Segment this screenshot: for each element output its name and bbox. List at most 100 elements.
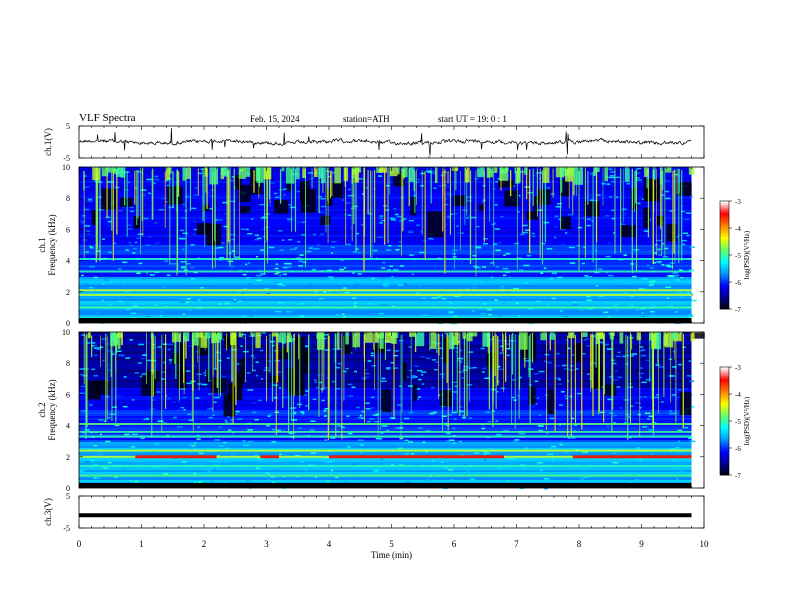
spectrogram-speckle [557,378,561,381]
spectrogram-speckle [219,256,225,259]
spectrogram-speckle [175,296,178,299]
colorbar-cell [720,422,729,425]
spectrogram-speckle [648,415,654,417]
spectrogram-row [79,311,692,313]
spectrogram-speckle [685,212,692,214]
spectrogram-speckle [105,216,111,219]
spectrogram-speckle [485,452,491,455]
spectrogram-speckle [539,469,543,472]
spectrogram-fringe [256,167,264,183]
waveform-frame [78,125,705,159]
spectrogram-row [79,468,692,470]
spectrogram-dark-patch [91,210,97,226]
spectrogram-speckle [581,470,587,473]
spectrogram-speckle [468,367,473,369]
spectrogram-speckle [560,391,565,393]
spectrogram-speckle [662,243,665,245]
spectrogram-speckle [84,208,89,211]
spectrogram-speckle [453,315,458,318]
spectrogram-speckle [485,411,491,414]
spectrogram-speckle [182,248,185,251]
spectrogram-speckle [551,297,556,300]
spectrogram-speckle [445,223,448,226]
spectrogram-band [79,449,692,452]
colorbar-cell [720,424,729,427]
spectrogram-speckle [269,182,275,185]
spectrogram-speckle [589,172,593,175]
spectrogram-speckle [653,262,657,264]
colorbar-cell [720,390,729,393]
spectrogram-speckle [199,451,203,453]
spectrogram-speckle [678,269,683,271]
spectrogram-speckle [506,354,510,357]
spectrogram-dark-patch [325,188,333,206]
spectrogram-speckle [360,452,363,454]
spectrogram-speckle [408,230,414,232]
spectrogram-fringe [385,332,393,343]
spectrogram-speckle [438,334,443,337]
spectrogram-speckle [290,206,296,209]
spectrogram-speckle [307,172,314,174]
colorbar-cell [720,206,729,209]
spectrogram-speckle [395,427,401,429]
spectrogram-speckle [623,399,630,401]
spectrogram-row [79,368,692,370]
spectrogram-fringe [402,167,408,178]
spectrogram-speckle [240,228,245,230]
spectrogram-speckle [221,375,226,378]
spectrogram-speckle [108,251,112,254]
spectrogram-speckle [225,421,228,423]
spectrogram-speckle [559,441,564,444]
spectrogram-row [79,440,692,442]
spectrogram-row [79,277,692,279]
spectrogram-speckle [390,217,395,219]
y-tick-label: 5 [66,122,70,131]
spectrogram-speckle [446,312,452,315]
spectrogram-speckle [407,441,414,443]
spectrogram-speckle [177,409,182,412]
spectrogram-speckle [607,316,611,318]
spectrogram-speckle [217,246,224,249]
spectrogram-speckle [582,451,589,453]
x-tick-label: 0 [77,539,82,549]
spectrogram-speckle [161,371,166,373]
colorbar-cell [720,439,729,442]
spectrogram-speckle [303,394,307,396]
spectrogram-fringe [354,167,359,183]
spectrogram-speckle [445,424,450,426]
spectrogram-speckle [254,234,259,236]
spectrogram-fringe [113,332,119,346]
spectrogram-speckle [505,252,511,255]
spectrogram-speckle [143,352,147,355]
spectrogram-speckle [613,379,619,381]
spectrogram-speckle [655,394,660,396]
spectrogram-speckle [583,246,586,248]
spectrogram-speckle [148,192,151,195]
colorbar-cell [720,251,729,254]
spectrogram-speckle [606,297,612,299]
spectrogram-fringe [660,167,663,185]
colorbar-cell [720,280,729,283]
spectrogram-speckle [451,391,458,393]
spectrogram-speckle [80,385,87,388]
spectrogram-speckle [272,384,279,386]
spectrogram-speckle [352,251,357,253]
spectrogram-speckle [377,236,384,239]
spectrogram-speckle [462,480,467,483]
spectrogram-row [79,267,692,269]
spectrogram-speckle [506,480,510,483]
spectrogram-speckle [538,429,543,432]
spectrogram-speckle [641,381,647,383]
spectrogram-speckle [331,252,334,254]
spectrogram-speckle [282,239,285,241]
spectrogram-speckle [276,371,282,373]
spectrogram-speckle [386,368,391,370]
spectrogram-speckle [101,359,105,362]
spectrogram-speckle [230,200,236,203]
spectrogram-speckle [533,174,538,177]
spectrogram-speckle [459,349,462,352]
spectrogram-speckle [91,368,95,371]
spectrogram-speckle [665,179,670,182]
spectrogram-row [79,291,692,293]
